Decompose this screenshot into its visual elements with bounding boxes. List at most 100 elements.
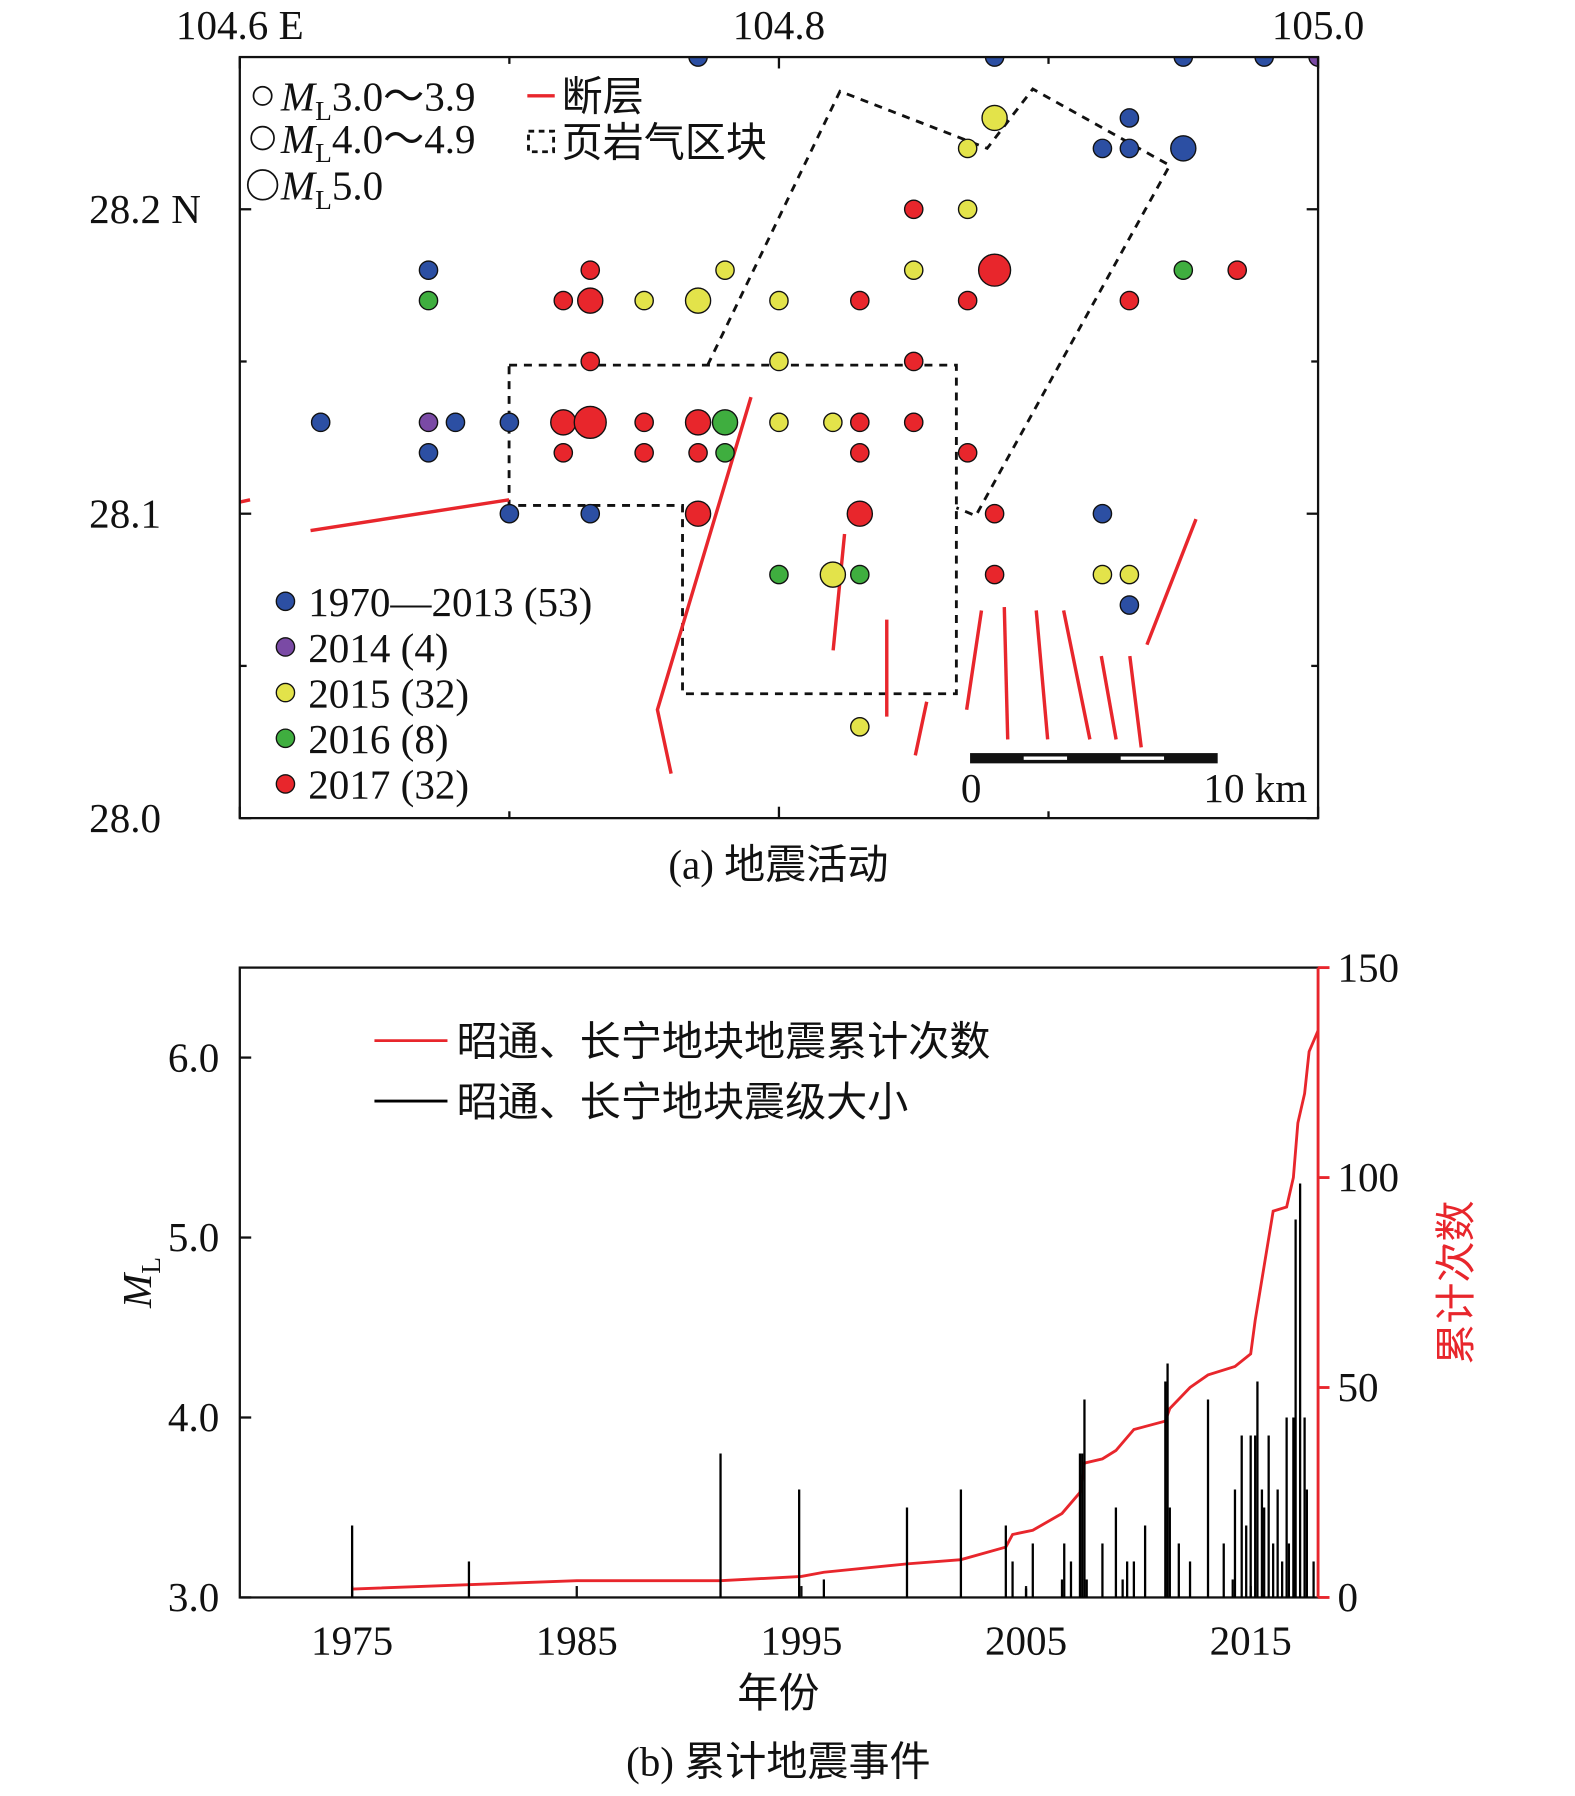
size-legend-symbol: M — [280, 163, 318, 209]
event — [903, 351, 924, 372]
event — [499, 503, 520, 524]
y-tick-label: 5.0 — [168, 1214, 219, 1260]
event — [553, 442, 574, 463]
event — [850, 290, 870, 311]
legend-label: 昭通、长宁地块地震累计次数 — [457, 1018, 991, 1064]
event — [903, 260, 924, 280]
y-axis-symbol: M — [114, 1271, 160, 1309]
size-legend-subscript: L — [315, 185, 332, 215]
x-tick-label: 1975 — [311, 1618, 393, 1664]
event — [580, 260, 601, 280]
event — [684, 409, 712, 436]
fault — [1099, 655, 1118, 740]
event — [1092, 564, 1113, 585]
size-legend-subscript: L — [315, 96, 332, 126]
event — [684, 287, 712, 314]
legend-label: 1970—2013 (53) — [308, 579, 592, 625]
event — [903, 412, 924, 433]
event — [1119, 138, 1140, 159]
x-tick-label: 1995 — [760, 1618, 842, 1664]
legend-label: 2015 (32) — [308, 670, 469, 716]
event — [769, 412, 789, 433]
y2-tick-label: 150 — [1337, 944, 1399, 990]
event — [445, 412, 466, 433]
x-tick-label: 1985 — [536, 1618, 618, 1664]
scale-start: 0 — [961, 765, 982, 811]
event — [1119, 564, 1140, 585]
event — [418, 412, 439, 433]
event — [1092, 503, 1113, 524]
event — [684, 500, 712, 527]
event — [715, 260, 735, 280]
fault — [1061, 610, 1092, 740]
event — [418, 260, 439, 280]
event — [634, 412, 654, 433]
event — [499, 412, 520, 433]
size-legend-label: ML4.0～4.9 — [280, 116, 476, 168]
event — [957, 199, 978, 220]
x-tick-label: 104.8 — [733, 2, 825, 48]
event — [984, 503, 1005, 524]
event — [984, 57, 1005, 67]
legend-label: 2014 (4) — [308, 625, 448, 671]
event — [981, 104, 1008, 132]
event — [1227, 260, 1248, 280]
event — [711, 409, 739, 436]
fault — [831, 533, 847, 651]
x-tick-label: 104.6 E — [176, 2, 304, 48]
legend-marker — [275, 682, 296, 703]
y-axis-subscript: L — [136, 1257, 166, 1274]
scale-end: 10 km — [1203, 765, 1307, 811]
legend-label: 2016 (8) — [308, 716, 448, 762]
size-legend-marker — [252, 85, 273, 106]
size-legend-symbol: M — [280, 74, 318, 120]
event — [957, 290, 978, 311]
y-tick-label: 28.0 — [89, 795, 161, 841]
scale-bar — [970, 753, 1218, 764]
event — [1308, 57, 1319, 67]
event — [634, 442, 654, 463]
caption: (a) 地震活动 — [668, 842, 888, 888]
legend-marker — [275, 728, 296, 749]
fault — [913, 701, 929, 756]
size-legend-marker — [246, 169, 279, 201]
event — [634, 290, 654, 311]
size-legend-range: 4.0～4.9 — [332, 116, 476, 162]
block-legend-box — [527, 129, 556, 154]
event — [573, 405, 607, 440]
y-tick-label: 3.0 — [168, 1574, 219, 1620]
event — [688, 57, 708, 67]
event — [850, 412, 870, 433]
y2-tick-label: 50 — [1337, 1364, 1378, 1410]
event — [957, 138, 978, 159]
block-outline — [706, 87, 1172, 518]
event — [1254, 57, 1274, 67]
size-legend-marker — [250, 125, 275, 151]
event — [418, 290, 439, 311]
fault — [1145, 518, 1198, 646]
event — [1173, 260, 1194, 280]
event — [1092, 138, 1113, 159]
block-legend-label: 页岩气区块 — [562, 119, 767, 165]
event — [1170, 135, 1197, 162]
event — [769, 290, 789, 311]
fault — [1002, 606, 1010, 740]
fault — [1128, 655, 1143, 748]
fault — [239, 498, 251, 504]
size-legend-symbol: M — [280, 116, 318, 162]
size-legend-subscript: L — [315, 138, 332, 168]
y-tick-label: 4.0 — [168, 1394, 219, 1440]
event — [903, 199, 924, 220]
faults — [239, 396, 1198, 774]
fault — [310, 498, 510, 533]
events — [310, 57, 1319, 737]
event — [577, 287, 604, 314]
fault — [1034, 610, 1050, 740]
event — [688, 442, 708, 463]
x-tick-label: 105.0 — [1272, 2, 1364, 48]
event — [769, 351, 789, 372]
legend-marker — [275, 591, 296, 612]
event — [850, 716, 870, 737]
event — [580, 351, 601, 372]
